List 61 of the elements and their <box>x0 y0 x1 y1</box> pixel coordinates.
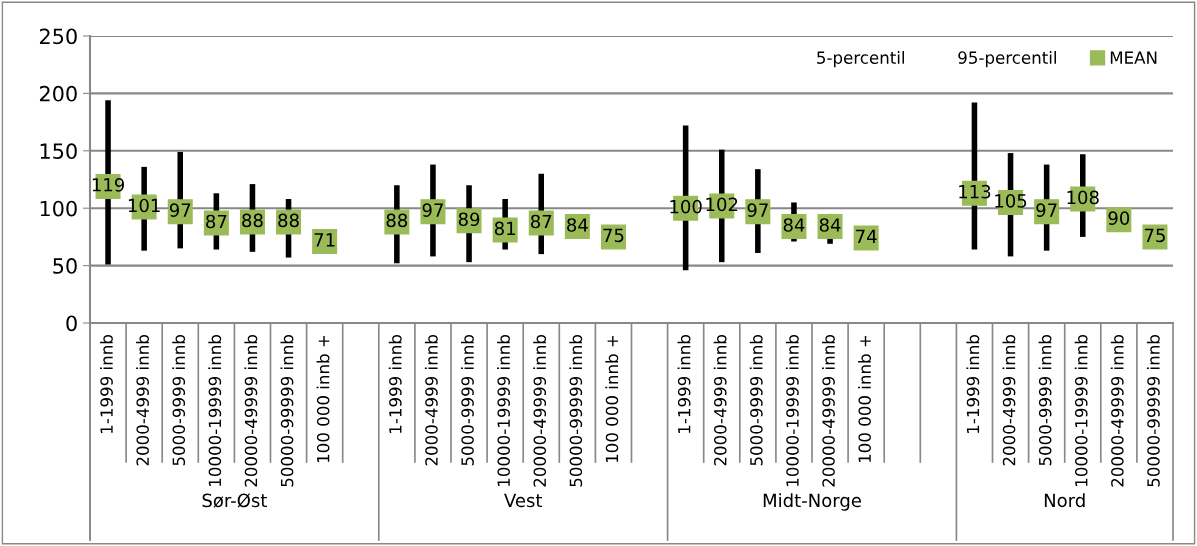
data-label: 97 <box>1036 203 1057 217</box>
data-label: 75 <box>1144 228 1165 243</box>
text: Midt-Norge <box>763 493 861 511</box>
x-tick-label: 20000-49999 innb <box>533 335 547 487</box>
data-label: 75 <box>603 228 624 243</box>
data-label: 87 <box>206 214 227 229</box>
x-tick-label: 10000-19999 innb <box>208 335 222 486</box>
data-label: 97 <box>422 203 443 217</box>
data-label: 87 <box>530 214 552 229</box>
x-tick-label: 1-1999 innb <box>966 335 980 433</box>
y-tick-label: 100 <box>40 200 77 217</box>
x-tick-label: 2000-4999 innb <box>1002 335 1016 466</box>
data-label: 71 <box>314 233 335 247</box>
data-label: 81 <box>494 221 515 236</box>
x-tick-label: 20000-49999 innb <box>244 335 258 487</box>
data-label: 74 <box>856 229 877 244</box>
annotation: 95-percentil <box>958 51 1056 68</box>
text: Sør-Øst <box>202 493 267 508</box>
x-tick-label: 10000-19999 innb <box>1074 335 1088 486</box>
data-label: 97 <box>169 203 191 217</box>
x-tick-label: 2000-4999 innb <box>136 335 149 466</box>
x-tick-label: 5000-9999 innb <box>1038 335 1052 466</box>
data-label: 84 <box>783 218 805 232</box>
data-label: 90 <box>1108 211 1130 225</box>
y-tick-label: 50 <box>53 258 77 274</box>
data-label: 100 <box>670 199 702 214</box>
legend-label: MEAN <box>1110 51 1157 64</box>
y-tick-label: 150 <box>40 143 77 160</box>
data-label: 88 <box>386 213 408 228</box>
annotation: 5-percentil <box>817 51 905 68</box>
x-tick-label: 1-1999 innb <box>99 335 113 433</box>
data-label: 88 <box>242 213 263 228</box>
x-tick-label: 10000-19999 innb <box>497 335 510 486</box>
y-tick-label: 200 <box>39 85 77 102</box>
x-tick-label: 50000-99999 innb <box>280 335 294 487</box>
data-label: 89 <box>458 212 480 227</box>
x-tick-label: 20000-49999 innb <box>821 335 835 487</box>
x-tick-label: 5000-9999 innb <box>172 335 186 466</box>
data-label: 97 <box>747 203 768 217</box>
x-tick-label: 1-1999 innb <box>677 335 691 433</box>
data-label: 102 <box>706 197 738 212</box>
text: Nord <box>1044 493 1085 508</box>
x-tick-label: 50000-99999 innb <box>1146 335 1160 487</box>
x-tick-label: 100 000 innb + <box>858 335 871 463</box>
text: Vest <box>504 493 543 508</box>
data-label: 101 <box>128 198 160 213</box>
x-tick-label: 2000-4999 innb <box>424 335 438 466</box>
x-tick-label: 5000-9999 innb <box>460 335 474 466</box>
y-tick-label: 0 <box>66 315 77 332</box>
x-tick-label: 5000-9999 innb <box>749 335 763 466</box>
y-tick-label: 250 <box>39 28 77 45</box>
x-tick-label: 10000-19999 innb <box>785 335 799 486</box>
data-label: 84 <box>567 218 588 232</box>
data-label: 84 <box>819 218 841 232</box>
x-tick-label: 1-1999 innb <box>388 335 402 433</box>
data-label: 88 <box>278 213 299 228</box>
x-tick-label: 100 000 innb + <box>316 335 330 463</box>
x-tick-label: 2000-4999 innb <box>713 335 727 466</box>
x-tick-label: 20000-49999 innb <box>1110 335 1124 487</box>
x-tick-label: 100 000 innb + <box>605 335 619 463</box>
x-tick-label: 50000-99999 innb <box>569 335 583 487</box>
